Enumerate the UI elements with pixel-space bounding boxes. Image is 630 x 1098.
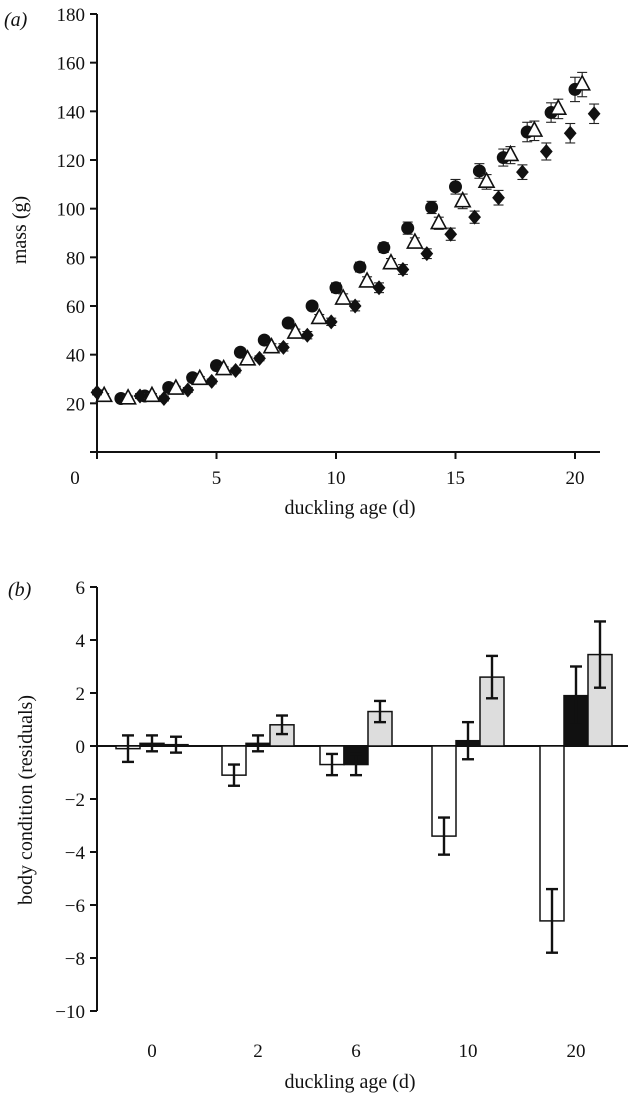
panel-a-point-diamond — [229, 362, 242, 378]
panel-a-x-tick-label: 15 — [446, 468, 465, 489]
panel-b-y-tick-label: −8 — [65, 949, 85, 970]
panel-b-label: (b) — [8, 579, 32, 601]
panel-a-point-triangle — [286, 322, 305, 339]
panel-a-data-points — [90, 71, 601, 406]
panel-b-y-tick-label: −10 — [55, 1002, 85, 1023]
panel-a-point-diamond — [324, 314, 338, 330]
panel-a-y-tick-label: 100 — [57, 200, 86, 221]
panel-b-x-tick-label: 2 — [253, 1041, 263, 1062]
panel-a-x-tick-label: 5 — [212, 468, 222, 489]
panel-a-point-diamond — [516, 164, 529, 180]
panel-a-point-triangle — [453, 190, 472, 208]
panel-a-point-diamond — [253, 350, 266, 366]
panel-b-x-axis-label: duckling age (d) — [284, 1071, 415, 1093]
panel-a-y-tick-label: 60 — [66, 297, 85, 318]
panel-a-y-tick-label: 140 — [57, 102, 86, 123]
panel-a-point-triangle — [549, 98, 568, 116]
panel-b-y-tick-label: −2 — [65, 790, 85, 811]
panel-b-y-tick-label: −4 — [65, 843, 86, 864]
panel-a-point-circle — [425, 200, 439, 214]
panel-a-point-diamond — [468, 209, 481, 225]
panel-a-point-triangle — [190, 368, 209, 386]
panel-a-point-circle — [281, 316, 295, 330]
panel-b-y-tick-label: 2 — [76, 684, 86, 705]
panel-a-point-diamond — [205, 373, 219, 389]
panel-a-point-diamond — [420, 246, 434, 262]
panel-a-point-diamond — [492, 190, 505, 206]
panel-a-y-tick-label: 160 — [57, 54, 86, 75]
panel-a-mass-chart: (a) 20 40 60 80 100 120 140 160 180 0 5 10 15 20 duck… — [4, 5, 601, 519]
panel-a-x-tick-label: 20 — [566, 468, 585, 489]
panel-a-point-diamond — [90, 384, 104, 400]
panel-b-y-axis-label: body condition (residuals) — [15, 695, 37, 905]
panel-a-point-diamond — [444, 226, 458, 242]
panel-b-bars — [115, 620, 613, 954]
panel-a-point-triangle — [262, 336, 281, 354]
panel-a-point-circle — [329, 281, 343, 295]
panel-a-point-circle — [233, 345, 247, 359]
panel-a-point-diamond — [348, 298, 362, 314]
panel-a-y-tick-label: 120 — [57, 151, 86, 172]
panel-a-point-triangle — [573, 74, 592, 91]
panel-a-point-diamond — [396, 262, 410, 277]
panel-a-point-triangle — [382, 253, 400, 270]
panel-a-point-circle — [472, 164, 486, 178]
panel-a-point-circle — [449, 180, 462, 194]
panel-a-point-diamond — [300, 327, 314, 343]
panel-a-point-triangle — [310, 307, 329, 325]
panel-a-point-circle — [401, 221, 415, 235]
panel-a-point-triangle — [501, 144, 520, 162]
panel-a-y-tick-label: 20 — [66, 394, 85, 415]
panel-a-point-diamond — [157, 390, 171, 406]
panel-a-point-triangle — [238, 349, 257, 366]
panel-a-point-diamond — [133, 388, 147, 404]
panel-a-point-triangle — [429, 212, 448, 230]
panel-b-x-tick-label: 20 — [567, 1041, 586, 1062]
panel-a-point-circle — [353, 260, 367, 274]
panel-a-point-triangle — [214, 358, 233, 376]
panel-a-point-triangle — [143, 385, 161, 403]
panel-a-point-diamond — [563, 125, 577, 141]
panel-b-body-condition-chart: (b) −10 −8 −6 −4 −2 0 2 4 6 0 2 6 10 20 duckling age … — [8, 578, 628, 1093]
panel-a-point-triangle — [406, 232, 424, 249]
panel-a-point-diamond — [372, 280, 386, 296]
panel-a-point-diamond — [277, 339, 290, 355]
panel-a-point-circle — [377, 241, 391, 255]
panel-a-axes: 20 40 60 80 100 120 140 160 180 0 5 10 15 20 — [57, 5, 600, 489]
panel-a-point-triangle — [525, 120, 544, 137]
panel-a-point-triangle — [167, 378, 185, 395]
panel-b-y-tick-label: −6 — [65, 896, 85, 917]
panel-a-y-tick-label: 40 — [66, 346, 85, 367]
panel-a-point-triangle — [358, 271, 376, 288]
panel-b-y-tick-label: 0 — [76, 737, 86, 758]
panel-a-point-diamond — [181, 382, 195, 398]
panel-a-y-tick-label: 80 — [66, 248, 85, 269]
panel-a-y-axis-label: mass (g) — [9, 196, 31, 264]
panel-a-point-diamond — [587, 106, 601, 122]
panel-a-x-axis-label: duckling age (d) — [284, 497, 415, 519]
panel-a-point-triangle — [334, 288, 353, 305]
panel-a-y-tick-label: 180 — [57, 5, 86, 26]
panel-a-point-triangle — [477, 171, 496, 189]
panel-a-point-circle — [305, 299, 319, 313]
panel-a-label: (a) — [4, 9, 28, 31]
panel-b-x-tick-label: 6 — [351, 1041, 361, 1062]
panel-a-point-triangle — [119, 388, 137, 405]
panel-b-x-tick-label: 10 — [459, 1041, 478, 1062]
panel-a-x-tick-label: 10 — [327, 468, 346, 489]
panel-b-y-tick-label: 6 — [76, 578, 86, 599]
panel-a-x-tick-label: 0 — [70, 468, 80, 489]
panel-a-point-diamond — [539, 143, 553, 159]
panel-b-y-tick-label: 4 — [76, 631, 86, 652]
panel-b-x-tick-label: 0 — [147, 1041, 157, 1062]
